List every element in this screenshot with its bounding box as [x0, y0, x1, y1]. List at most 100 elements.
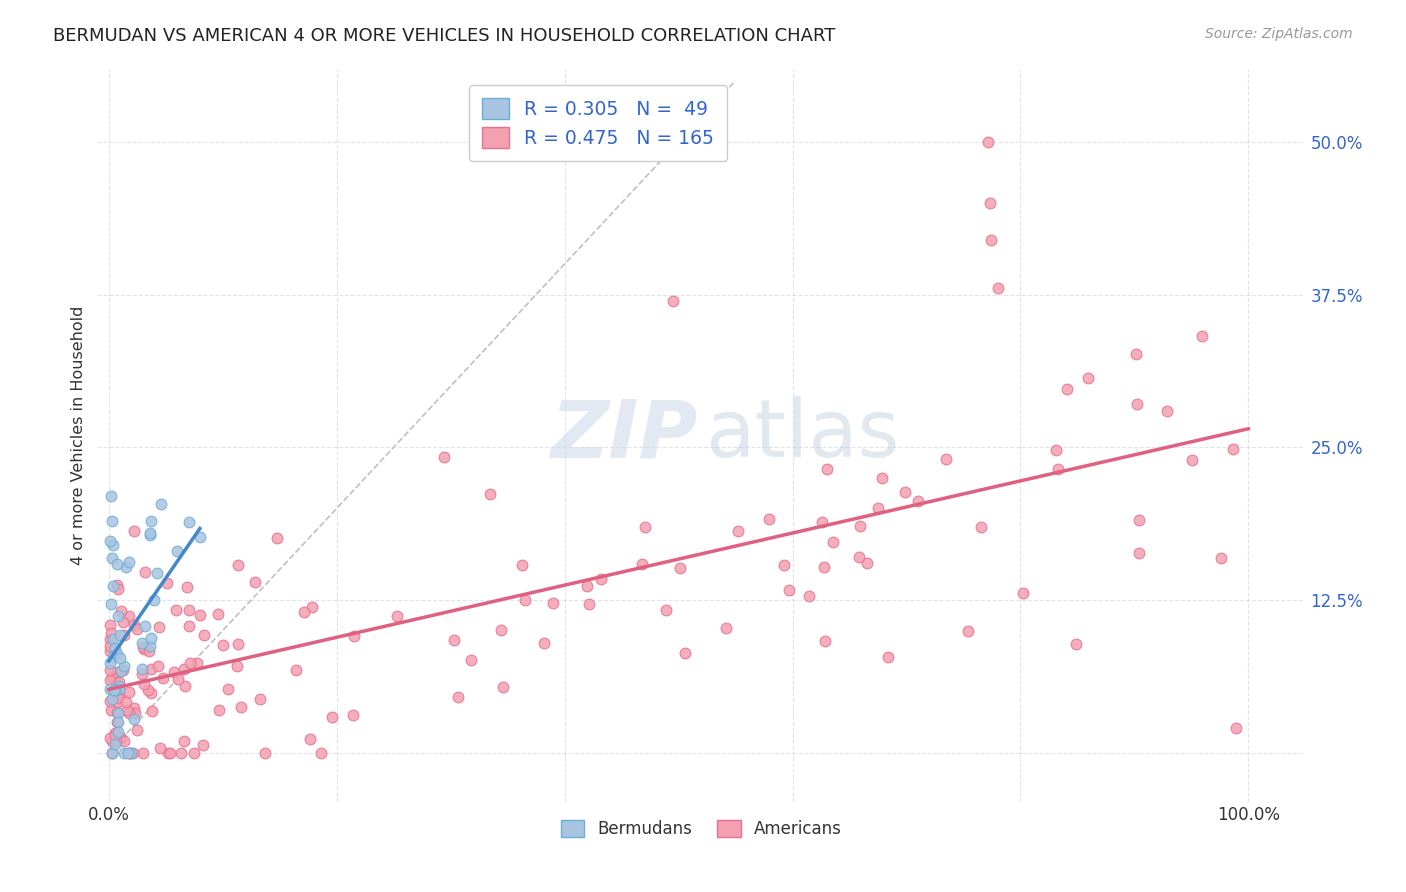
Point	[894, 484, 917, 499]
Point	[136, 682, 159, 697]
Point	[980, 233, 1002, 247]
Point	[815, 462, 838, 476]
Point	[866, 501, 889, 516]
Point	[115, 695, 138, 709]
Point	[104, 737, 127, 751]
Point	[122, 701, 145, 715]
Point	[98, 681, 121, 696]
Point	[139, 525, 162, 540]
Point	[107, 691, 129, 706]
Point	[138, 644, 160, 658]
Point	[292, 605, 315, 619]
Point	[101, 746, 124, 760]
Point	[101, 514, 124, 528]
Point	[163, 665, 186, 680]
Point	[131, 636, 153, 650]
Point	[101, 691, 124, 706]
Point	[132, 677, 155, 691]
Point	[447, 690, 470, 704]
Point	[100, 597, 122, 611]
Point	[668, 561, 690, 575]
Point	[177, 515, 200, 529]
Point	[515, 592, 537, 607]
Point	[935, 451, 957, 466]
Point	[159, 746, 181, 760]
Point	[104, 640, 127, 655]
Point	[1191, 329, 1213, 343]
Point	[491, 623, 513, 637]
Point	[105, 705, 128, 719]
Point	[104, 670, 127, 684]
Point	[957, 624, 980, 638]
Point	[266, 532, 288, 546]
Point	[309, 746, 332, 760]
Point	[104, 683, 127, 698]
Point	[173, 734, 195, 748]
Point	[104, 726, 127, 740]
Point	[98, 644, 121, 658]
Point	[228, 558, 250, 572]
Point	[343, 629, 366, 643]
Point	[118, 609, 141, 624]
Point	[134, 641, 156, 656]
Point	[173, 662, 195, 676]
Point	[714, 621, 737, 635]
Point	[848, 549, 870, 564]
Point	[100, 626, 122, 640]
Point	[492, 680, 515, 694]
Point	[105, 715, 128, 730]
Point	[108, 681, 131, 696]
Point	[122, 713, 145, 727]
Point	[141, 704, 163, 718]
Point	[673, 646, 696, 660]
Point	[143, 593, 166, 607]
Point	[179, 656, 201, 670]
Point	[662, 293, 685, 308]
Point	[212, 638, 235, 652]
Point	[100, 632, 122, 646]
Point	[208, 704, 231, 718]
Point	[253, 746, 276, 760]
Point	[118, 684, 141, 698]
Point	[122, 524, 145, 538]
Point	[190, 607, 212, 622]
Point	[107, 706, 129, 721]
Point	[139, 514, 162, 528]
Point	[148, 620, 170, 634]
Point	[167, 672, 190, 686]
Point	[225, 659, 247, 673]
Point	[139, 639, 162, 653]
Point	[112, 628, 135, 642]
Point	[856, 556, 879, 570]
Point	[301, 599, 323, 614]
Point	[115, 702, 138, 716]
Point	[108, 674, 131, 689]
Legend: Bermudans, Americans: Bermudans, Americans	[554, 813, 849, 845]
Point	[778, 583, 800, 598]
Point	[107, 690, 129, 704]
Point	[101, 551, 124, 566]
Point	[149, 740, 172, 755]
Point	[98, 693, 121, 707]
Point	[118, 555, 141, 569]
Point	[460, 653, 482, 667]
Point	[814, 633, 837, 648]
Point	[478, 486, 501, 500]
Point	[124, 706, 146, 721]
Point	[1045, 443, 1067, 458]
Point	[105, 648, 128, 662]
Point	[655, 603, 678, 617]
Point	[443, 632, 465, 647]
Point	[165, 603, 187, 617]
Point	[98, 639, 121, 653]
Point	[179, 619, 201, 633]
Point	[101, 579, 124, 593]
Point	[108, 679, 131, 693]
Point	[103, 683, 125, 698]
Point	[110, 731, 132, 745]
Point	[131, 662, 153, 676]
Point	[101, 746, 124, 760]
Point	[98, 664, 121, 678]
Point	[177, 603, 200, 617]
Point	[146, 659, 169, 673]
